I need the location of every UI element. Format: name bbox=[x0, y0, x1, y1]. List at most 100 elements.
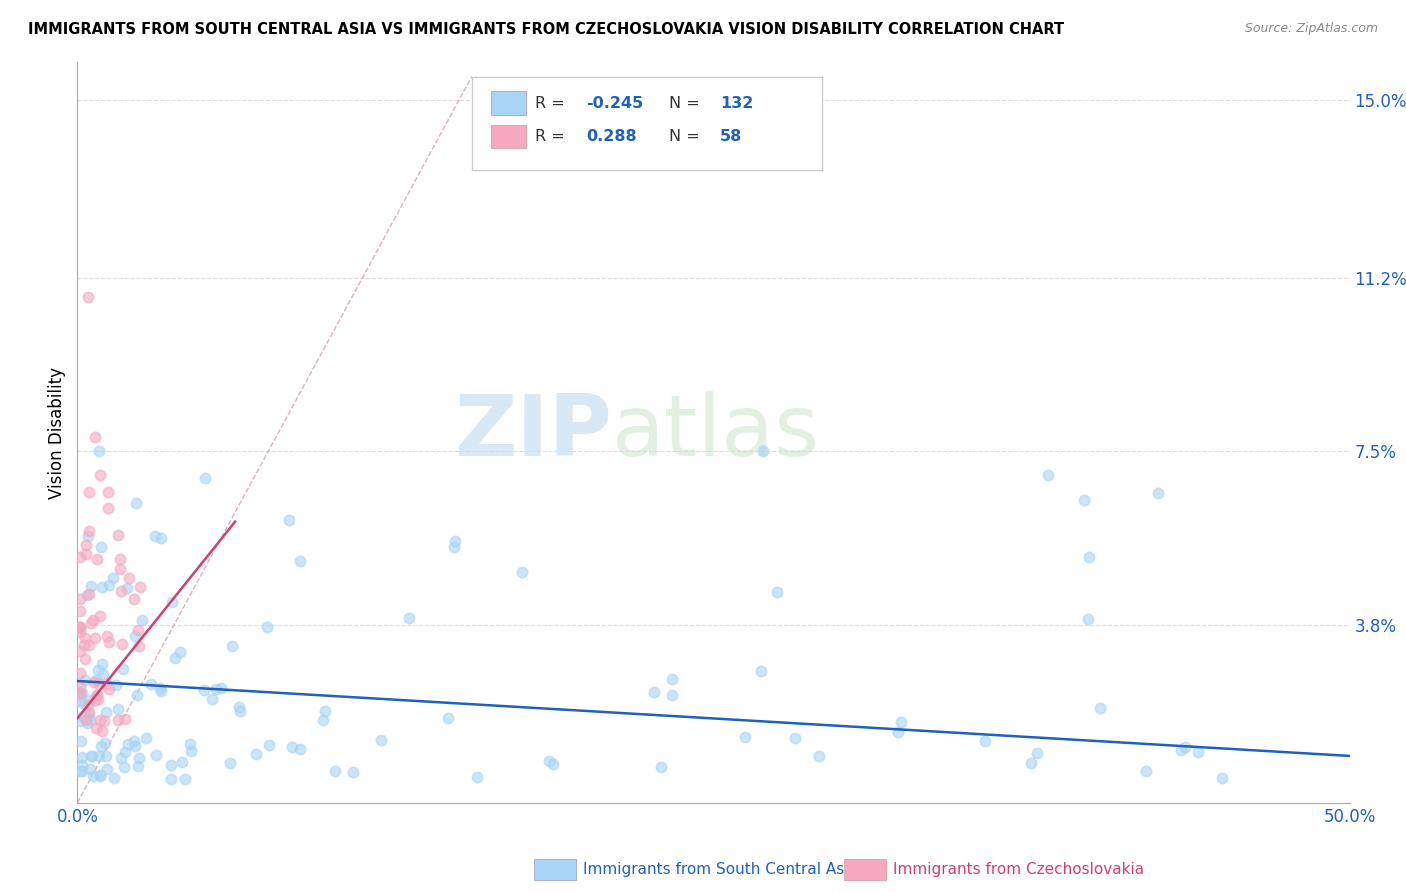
Point bbox=[277, 513, 299, 527]
Point bbox=[444, 534, 467, 549]
Point bbox=[139, 677, 162, 691]
Point bbox=[783, 731, 806, 746]
Point bbox=[80, 749, 103, 764]
Text: 0.288: 0.288 bbox=[586, 129, 637, 144]
Point bbox=[98, 681, 121, 696]
Point bbox=[69, 592, 91, 607]
Point bbox=[169, 645, 191, 659]
Text: R =: R = bbox=[536, 129, 575, 144]
Point bbox=[79, 693, 101, 707]
Point bbox=[96, 749, 118, 764]
Point bbox=[118, 571, 141, 585]
Point bbox=[98, 634, 121, 648]
Point bbox=[82, 614, 104, 628]
Point bbox=[69, 603, 91, 617]
Point bbox=[314, 704, 336, 718]
Point bbox=[86, 688, 108, 702]
Point bbox=[443, 541, 465, 555]
Point bbox=[75, 538, 97, 552]
Point bbox=[77, 707, 100, 722]
Point bbox=[765, 584, 787, 599]
Point bbox=[76, 588, 98, 602]
Bar bbox=[491, 91, 526, 115]
Point bbox=[325, 764, 347, 778]
Point bbox=[110, 750, 132, 764]
Point bbox=[228, 699, 250, 714]
Point bbox=[87, 663, 110, 677]
Point bbox=[103, 571, 125, 585]
Text: atlas: atlas bbox=[612, 391, 820, 475]
Point bbox=[127, 759, 149, 773]
Point bbox=[70, 764, 93, 779]
Point bbox=[107, 713, 129, 727]
Point bbox=[886, 725, 908, 739]
Point bbox=[69, 621, 91, 635]
Point bbox=[537, 754, 560, 768]
Point bbox=[145, 747, 167, 762]
Point bbox=[93, 714, 115, 728]
Text: Immigrants from South Central Asia: Immigrants from South Central Asia bbox=[583, 863, 859, 877]
Point bbox=[194, 471, 217, 485]
Point bbox=[75, 673, 97, 687]
Point bbox=[86, 688, 108, 702]
Point bbox=[76, 290, 98, 304]
Point bbox=[370, 733, 392, 747]
Point bbox=[131, 613, 153, 627]
Text: 58: 58 bbox=[720, 129, 742, 144]
Point bbox=[91, 667, 114, 681]
Point bbox=[69, 714, 91, 729]
Point bbox=[96, 629, 118, 643]
Point bbox=[70, 734, 93, 748]
Point bbox=[245, 747, 267, 762]
Point bbox=[72, 686, 94, 700]
Point bbox=[281, 739, 304, 754]
Point bbox=[90, 540, 112, 554]
Point bbox=[76, 715, 98, 730]
FancyBboxPatch shape bbox=[472, 78, 821, 169]
Point bbox=[162, 595, 184, 609]
Point bbox=[90, 739, 112, 754]
Text: IMMIGRANTS FROM SOUTH CENTRAL ASIA VS IMMIGRANTS FROM CZECHOSLOVAKIA VISION DISA: IMMIGRANTS FROM SOUTH CENTRAL ASIA VS IM… bbox=[28, 22, 1064, 37]
Point bbox=[75, 652, 97, 666]
Point bbox=[107, 527, 129, 541]
Point bbox=[342, 764, 364, 779]
Point bbox=[77, 484, 100, 499]
Point bbox=[80, 579, 103, 593]
Point bbox=[228, 704, 250, 718]
Point bbox=[77, 711, 100, 725]
Point bbox=[112, 760, 135, 774]
Point bbox=[90, 724, 112, 739]
Point bbox=[807, 748, 830, 763]
Point bbox=[221, 639, 243, 653]
Point bbox=[661, 672, 683, 686]
Point bbox=[82, 769, 104, 783]
Point bbox=[650, 759, 672, 773]
Point bbox=[86, 692, 108, 706]
Point bbox=[1021, 756, 1043, 770]
Point bbox=[70, 757, 93, 772]
Point bbox=[70, 749, 93, 764]
Point bbox=[77, 524, 100, 538]
Point bbox=[890, 715, 912, 730]
Point bbox=[1026, 747, 1049, 761]
Point bbox=[69, 694, 91, 708]
Point bbox=[97, 578, 120, 592]
Point bbox=[149, 681, 172, 695]
Point bbox=[69, 666, 91, 681]
Point bbox=[1211, 771, 1233, 785]
Point bbox=[135, 731, 157, 745]
Point bbox=[75, 631, 97, 645]
Point bbox=[160, 772, 183, 786]
Point bbox=[173, 772, 195, 786]
Point bbox=[79, 705, 101, 719]
Point bbox=[112, 663, 135, 677]
Point bbox=[467, 770, 489, 784]
Point bbox=[91, 581, 114, 595]
Point bbox=[69, 549, 91, 564]
Point bbox=[1170, 743, 1192, 757]
Point bbox=[89, 769, 111, 783]
Point bbox=[91, 657, 114, 671]
Point bbox=[79, 762, 101, 776]
Point bbox=[1077, 550, 1099, 565]
Point bbox=[661, 688, 683, 702]
